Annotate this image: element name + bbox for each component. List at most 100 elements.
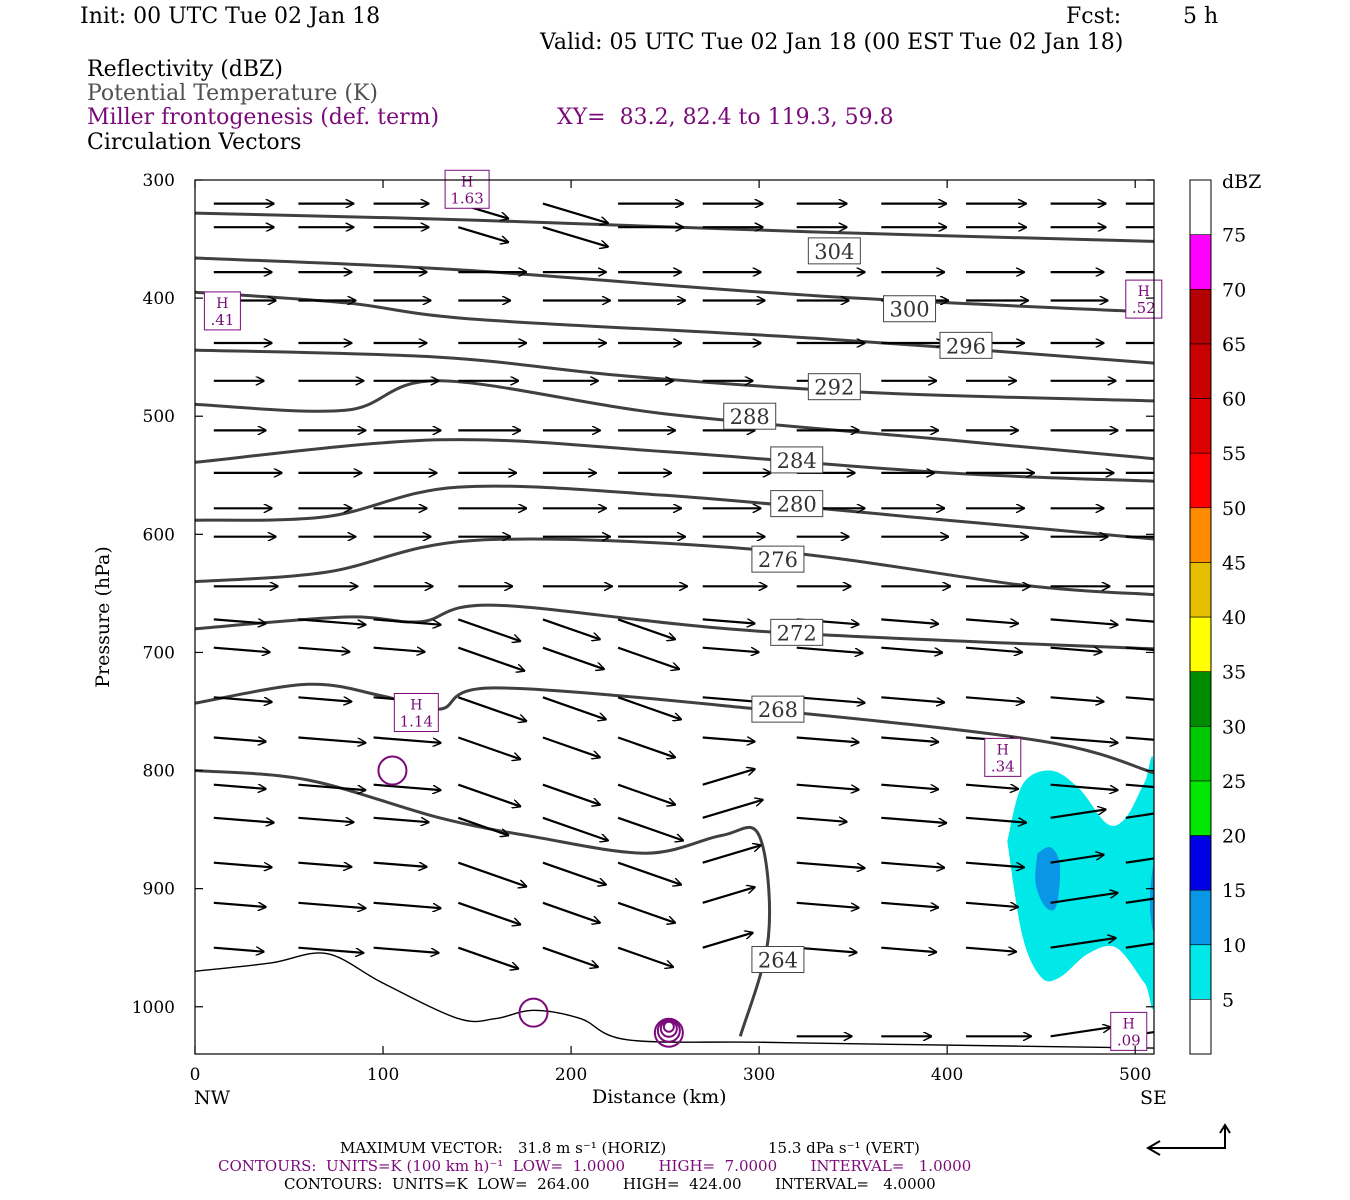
circulation-vector [965,861,1024,868]
isentrope-280 [195,484,1154,541]
circulation-vector [702,845,761,864]
x-tick-label: 300 [743,1065,775,1085]
circulation-vector [617,696,681,719]
circulation-vector [542,202,608,224]
circulation-vector [702,933,753,949]
colorbar-label: 30 [1222,716,1246,738]
circulation-vector [298,618,365,624]
circulation-vector [542,816,608,841]
isentrope-label-280: 280 [770,490,824,518]
circulation-vector [213,901,266,907]
y-axis-title: Pressure (hPa) [91,546,114,688]
circulation-vector [617,901,675,923]
forecast-hour: 5 h [1183,4,1219,29]
vector-key-icon [1146,1123,1231,1156]
terrain-line [195,952,1154,1049]
circulation-vector [298,901,365,908]
circulation-vector [965,696,1024,702]
circulation-vector [542,696,606,719]
circulation-vector [1050,736,1118,743]
svg-text:H: H [1138,284,1150,300]
x-tick-label: 100 [367,1065,399,1085]
colorbar-swatch-5 [1189,944,1212,1000]
circulation-vector [213,618,266,623]
frontogenesis-max-1.63: H1.63 [444,169,490,209]
circulation-vector [1050,938,1116,949]
circulation-vector [213,696,272,702]
circulation-vector [796,861,865,868]
circulation-vector [1050,810,1106,819]
circulation-vector [965,816,1026,823]
circulation-vector [213,861,272,868]
circulation-vector [796,783,859,790]
circulation-vector [796,901,859,908]
colorbar-swatch-50 [1189,452,1212,509]
frontogenesis-max-.52: H.52 [1125,279,1163,319]
circulation-vector [298,816,353,822]
frontogenesis-max-.34: H.34 [984,737,1022,777]
colorbar-swatch-40 [1189,562,1212,618]
x-end-label-nw: NW [194,1087,231,1109]
cross-section-xy: XY= 83.2, 82.4 to 119.3, 59.8 [557,105,894,130]
circulation-vector [542,783,600,805]
circulation-vector [965,901,1018,907]
circulation-vector [213,646,270,653]
y-tick-label: 500 [143,407,175,427]
circulation-vector [1050,1027,1111,1038]
colorbar-label: 60 [1222,389,1246,411]
frontogenesis-contour [377,755,408,786]
circulation-vector [702,887,755,904]
legend-reflectivity: Reflectivity (dBZ) [87,57,283,82]
x-axis-title: Distance (km) [592,1086,727,1108]
circulation-vector [965,618,1018,623]
circulation-vector [881,696,944,702]
isentrope-label-268: 268 [751,695,805,723]
circulation-vector [1125,857,1154,864]
circulation-vector [1050,646,1102,652]
circulation-vector [702,769,755,786]
colorbar-swatch-45 [1189,507,1212,563]
y-tick-label: 900 [143,880,175,900]
circulation-vector [457,816,508,836]
x-tick-label: 200 [555,1065,587,1085]
svg-text:1.14: 1.14 [400,712,433,730]
colorbar-label: 65 [1222,334,1246,356]
colorbar-swatch-65 [1189,288,1212,345]
isentrope-label-292: 292 [807,373,861,401]
svg-text:276: 276 [758,548,798,572]
circulation-vector [1050,618,1118,624]
circulation-vector [617,736,675,758]
svg-text:H: H [216,296,228,312]
circulation-vector [373,646,425,652]
circulation-vector [457,946,518,969]
y-tick-label: 400 [143,289,175,309]
frontogenesis-max-1.14: H1.14 [393,692,439,732]
colorbar-swatch-15 [1189,835,1212,891]
valid-time: Valid: 05 UTC Tue 02 Jan 18 (00 EST Tue … [540,30,1124,55]
isentrope-label-300: 300 [883,295,937,323]
svg-text:304: 304 [814,240,854,264]
circulation-vector [796,736,859,743]
svg-text:.41: .41 [210,311,234,329]
circulation-vector [1125,783,1154,789]
circulation-vector [457,618,520,641]
colorbar-label: 20 [1222,826,1246,848]
circulation-vector [881,946,936,952]
circulation-vector [457,226,508,242]
circulation-vector [457,861,526,887]
colorbar-label: 45 [1222,552,1246,574]
circulation-vector [617,618,675,639]
circulation-vector [298,736,365,743]
circulation-vector [881,618,938,624]
circulation-vector [457,736,520,760]
svg-text:H: H [1123,1016,1135,1032]
circulation-vector [457,783,520,807]
circulation-vector [457,696,526,721]
colorbar-label: 75 [1222,225,1246,247]
colorbar-title: dBZ [1222,171,1261,193]
svg-text:.34: .34 [991,757,1015,775]
x-tick-label: 500 [1119,1065,1151,1085]
circulation-vector [617,861,681,885]
circulation-vector [617,816,683,841]
colorbar-label: 50 [1222,498,1246,520]
